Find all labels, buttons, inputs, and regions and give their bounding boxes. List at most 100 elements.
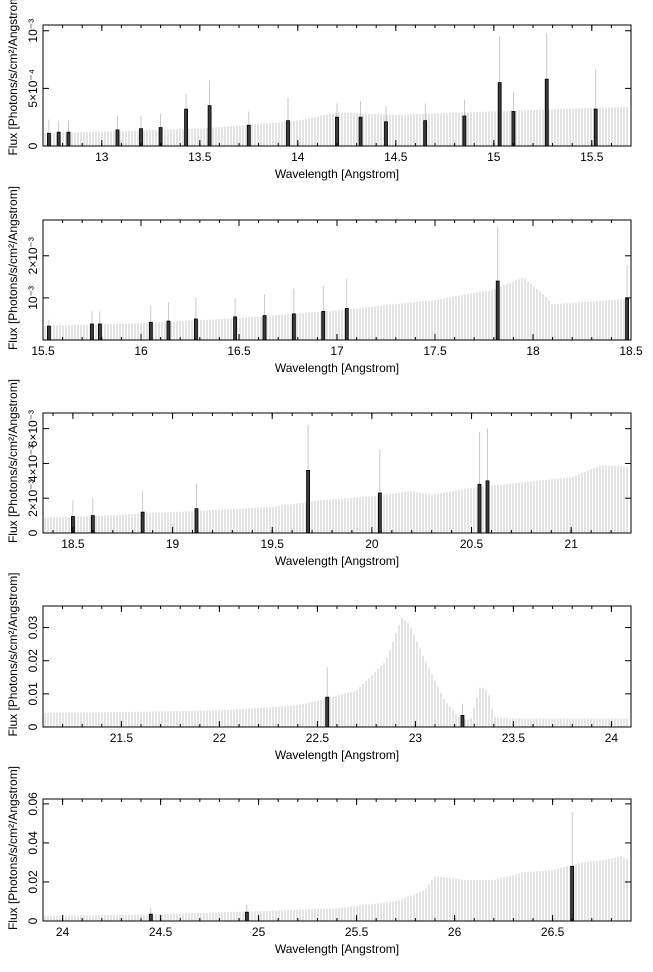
x-tick-label: 24 — [605, 731, 619, 745]
x-tick-label: 13.5 — [188, 150, 212, 164]
y-tick-label: 0 — [26, 529, 40, 536]
panel-2: 15.5 16 16.5 17 17.5 18 18.5 10⁻³ 2×10⁻³ Waveleng… — [6, 186, 643, 375]
data-bin — [184, 108, 188, 147]
x-tick-label: 26 — [448, 925, 462, 939]
data-bin — [544, 78, 549, 147]
x-tick-label: 23 — [409, 731, 423, 745]
y-tick-label: 0.01 — [26, 682, 40, 706]
y-axis-label: Flux [Photons/s/cm²/Angstrom] — [6, 766, 20, 930]
data-bin — [246, 124, 251, 147]
model-continuum — [44, 617, 628, 727]
data-bins — [148, 811, 575, 922]
x-tick-label: 16.5 — [227, 344, 251, 358]
y-tick-label: 0.03 — [26, 616, 40, 640]
data-bin — [148, 913, 153, 922]
y-tick-label: 5×10⁻⁴ — [26, 69, 40, 108]
x-tick-label: 15.5 — [580, 150, 604, 164]
data-bin — [462, 115, 467, 147]
y-tick-label: 10⁻³ — [26, 19, 40, 43]
data-bin — [90, 323, 94, 341]
data-bin — [262, 315, 267, 341]
y-tick-label: 0 — [26, 142, 40, 149]
data-bin — [511, 111, 516, 147]
y-tick-label: 0.02 — [26, 649, 40, 673]
panel-1: 13 13.5 14 14.5 15 15.5 0 5×10⁻⁴ 10⁻³ Wavelength … — [6, 0, 632, 181]
x-tick-label: 24 — [56, 925, 70, 939]
x-tick-label: 17.5 — [423, 344, 447, 358]
data-bin — [344, 308, 349, 341]
data-bin — [244, 911, 249, 922]
data-bin — [306, 469, 310, 534]
y-axis-label: Flux [Photons/s/cm²/Angstrom] — [6, 379, 20, 543]
x-tick-label: 20.5 — [460, 537, 484, 551]
y-axis-label: Flux [Photons/s/cm²/Angstrom] — [6, 0, 20, 156]
x-tick-label: 23.5 — [502, 731, 526, 745]
data-bin — [570, 865, 575, 922]
x-tick-label: 18.5 — [619, 344, 643, 358]
panel-4: 21.5 22 22.5 23 23.5 24 0 0.01 0.02 0.03 Wavelengt… — [6, 572, 632, 762]
x-tick-label: 13 — [95, 150, 109, 164]
data-bin — [148, 321, 153, 341]
y-tick-label: 4×10⁻³ — [26, 445, 40, 482]
y-tick-label: 0.06 — [26, 792, 40, 816]
data-bin — [358, 116, 363, 147]
data-bins — [46, 33, 598, 147]
data-bin — [46, 132, 51, 147]
x-tick-label: 20 — [365, 537, 379, 551]
x-tick-label: 14.5 — [384, 150, 408, 164]
panel-3: 18.5 19 19.5 20 20.5 21 0 2×10⁻³4×10⁻³6×10⁻³ Wav… — [6, 379, 632, 568]
data-bin — [325, 696, 330, 728]
x-tick-label: 15 — [487, 150, 501, 164]
data-bin — [66, 131, 71, 147]
model-continuum — [44, 856, 628, 921]
x-tick-label: 21 — [565, 537, 579, 551]
data-bins — [325, 667, 465, 728]
data-bin — [140, 511, 145, 534]
x-tick-label: 18.5 — [61, 537, 85, 551]
y-tick-label: 0.04 — [26, 831, 40, 855]
x-tick-label: 17 — [330, 344, 344, 358]
data-bin — [97, 323, 102, 341]
x-tick-label: 14 — [291, 150, 305, 164]
data-bin — [497, 82, 502, 147]
data-bin — [233, 316, 237, 341]
data-bin — [335, 116, 339, 147]
data-bin — [495, 280, 500, 341]
data-bin — [485, 480, 490, 534]
x-axis-label: Wavelength [Angstrom] — [275, 167, 399, 181]
data-bin — [477, 483, 482, 534]
x-tick-label: 22 — [213, 731, 227, 745]
x-tick-label: 25.5 — [345, 925, 369, 939]
x-axis-label: Wavelength [Angstrom] — [275, 942, 399, 956]
data-bin — [194, 508, 199, 534]
x-tick-label: 26.5 — [541, 925, 565, 939]
data-bin — [593, 108, 598, 147]
y-tick-label: 0 — [26, 917, 40, 924]
plot-frame — [42, 605, 632, 728]
x-axis-label: Wavelength [Angstrom] — [275, 748, 399, 762]
y-axis-label: Flux [Photons/s/cm²/Angstrom] — [6, 186, 20, 350]
x-tick-label: 15.5 — [31, 344, 55, 358]
data-bin — [460, 714, 465, 728]
x-tick-label: 25 — [252, 925, 266, 939]
y-tick-label: 2×10⁻³ — [26, 480, 40, 517]
x-tick-label: 21.5 — [110, 731, 134, 745]
model-continuum — [44, 278, 628, 340]
x-tick-label: 22.5 — [306, 731, 330, 745]
y-tick-label: 2×10⁻³ — [26, 237, 40, 274]
plot-frame — [42, 412, 632, 534]
data-bin — [321, 310, 326, 341]
data-bin — [166, 320, 171, 341]
x-tick-label: 18 — [526, 344, 540, 358]
data-bin — [46, 325, 51, 341]
x-tick-label: 19.5 — [261, 537, 285, 551]
data-bin — [115, 129, 120, 147]
y-axis-label: Flux [Photons/s/cm²/Angstrom] — [6, 572, 20, 736]
data-bin — [286, 120, 290, 147]
x-tick-label: 24.5 — [149, 925, 173, 939]
x-axis-label: Wavelength [Angstrom] — [275, 361, 399, 375]
y-tick-label: 6×10⁻³ — [26, 410, 40, 447]
x-tick-label: 19 — [166, 537, 180, 551]
x-tick-label: 16 — [134, 344, 148, 358]
